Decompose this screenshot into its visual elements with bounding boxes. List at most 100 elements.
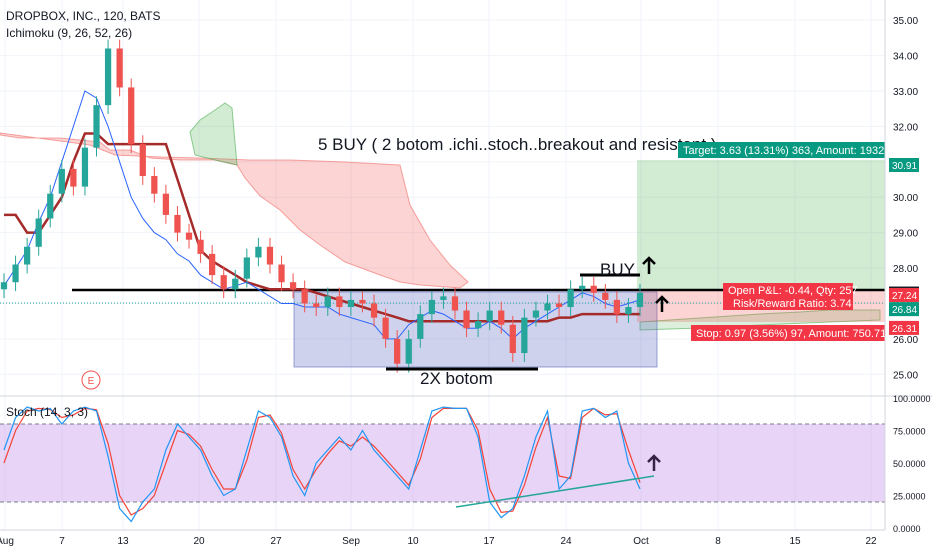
price-badge [889,158,919,173]
candle-body [521,317,528,354]
candle-body [463,310,470,329]
bottom-annotation[interactable]: 2X botom [420,369,493,388]
stop-label-box [691,325,885,341]
price-badge-label: 26.84 [892,305,917,316]
candle-body [509,324,516,354]
candle-body [209,253,216,276]
candle-body [405,338,412,364]
open-pnl-label: Open P&L: -0.44, Qty: 257 [728,285,858,297]
candle-body [35,218,42,247]
kijun-line [4,132,640,323]
price-tick-label: 30.00 [893,193,918,204]
earnings-marker-icon[interactable] [81,370,101,390]
up-arrow-icon [655,295,669,312]
stoch-legend[interactable]: Stoch (14, 3, 3) [6,405,88,419]
candle-body [544,303,551,311]
candle-body [636,292,644,308]
price-tick-label: 29.00 [893,229,918,240]
kumo-bull-region [189,102,238,166]
candle-body [567,289,574,308]
candle-body [289,282,297,290]
candle-body [139,144,146,176]
candle-body [602,292,609,300]
kijun-series [4,132,640,323]
candle-body [474,321,482,329]
candle-body [174,214,181,233]
time-tick-label: 24 [560,536,572,547]
stoch-tick-label: 75.0000 [893,427,926,437]
main-annotation[interactable]: 5 BUY ( 2 botom .ichi..stoch..breakout a… [318,135,716,154]
time-tick-label: 17 [483,536,495,547]
time-tick-label: 10 [407,536,419,547]
candle-body [428,299,435,315]
price-tick-label: 32.00 [893,122,918,133]
candle-body [12,264,19,283]
stoch-divergence-line[interactable] [455,475,655,508]
earnings-marker-label: E [88,376,95,387]
candle-body [0,282,8,290]
target-label: Target: 3.63 (13.31%) 363, Amount: 1932.… [683,145,899,157]
candle-body [116,48,123,88]
symbol-legend[interactable]: DROPBOX, INC., 120, BATS [6,9,161,23]
stoch-d-line [3,407,641,516]
indicator-legend[interactable]: Ichimoku (9, 26, 52, 26) [6,26,132,40]
price-tick-label: 26.00 [893,335,918,346]
time-tick-label: 27 [270,536,282,547]
stoch-tick-label: 0.0000 [893,524,921,534]
time-tick-label: 13 [117,536,129,547]
candle-body [278,264,285,283]
time-tick-label: 20 [193,536,205,547]
candle-body [555,303,563,308]
candle-body [24,246,31,265]
price-tick-label: 28.00 [893,264,918,275]
candle-body [266,246,274,265]
long-position-tool[interactable] [637,160,885,322]
time-axis[interactable]: Aug 7 13 20 27 Sep 10 17 24 Oct 8 15 22 [0,536,877,547]
price-tick-label: 33.00 [893,87,918,98]
candle-body [625,307,632,315]
price-badge [889,287,919,302]
candle-body [370,303,378,318]
price-tick-label: 25.00 [893,370,918,381]
candle-body [162,193,170,215]
kumo-bear-region [0,132,469,289]
candle-body [579,285,586,290]
stoch-axis[interactable]: 100.0000 75.0000 50.0000 25.0000 0.0000 [893,394,931,534]
candle-body [197,239,204,254]
candle-body [347,299,355,308]
price-badge-label: 30.91 [892,161,917,172]
price-badge [889,302,919,317]
candle-body [451,296,459,311]
price-tick-label: 34.00 [893,52,918,63]
candle-body [151,175,158,194]
up-arrow-icon [647,454,661,471]
rr-label: Risk/Reward Ratio: 3.74 [733,298,852,310]
candle-body [440,296,447,300]
rr-box [723,296,853,310]
candle-body [104,48,112,106]
tenkan-series [3,90,641,340]
stoch-lines [3,406,641,523]
candle-body [58,168,65,194]
stop-label: Stop: 0.97 (3.56%) 97, Amount: 750.71 [696,328,886,340]
target-zone [637,160,885,290]
candle-body [613,299,620,315]
ichimoku-cloud [0,102,881,331]
buy-annotation[interactable]: BUY [600,260,635,279]
up-arrow-icon [642,256,656,274]
stoch-tick-label: 50.0000 [893,459,926,469]
time-tick-label: Oct [633,536,649,547]
stoch-tick-label: 25.0000 [893,492,926,502]
candle-body [255,246,262,258]
open-pnl-box [723,283,853,297]
candle-body [128,87,135,145]
candle-body [336,296,343,308]
candle-body [532,310,540,318]
price-tick-label: 35.00 [893,16,918,27]
time-tick-label: Sep [342,536,360,547]
time-tick-label: 22 [865,536,877,547]
candle-body [417,314,424,339]
